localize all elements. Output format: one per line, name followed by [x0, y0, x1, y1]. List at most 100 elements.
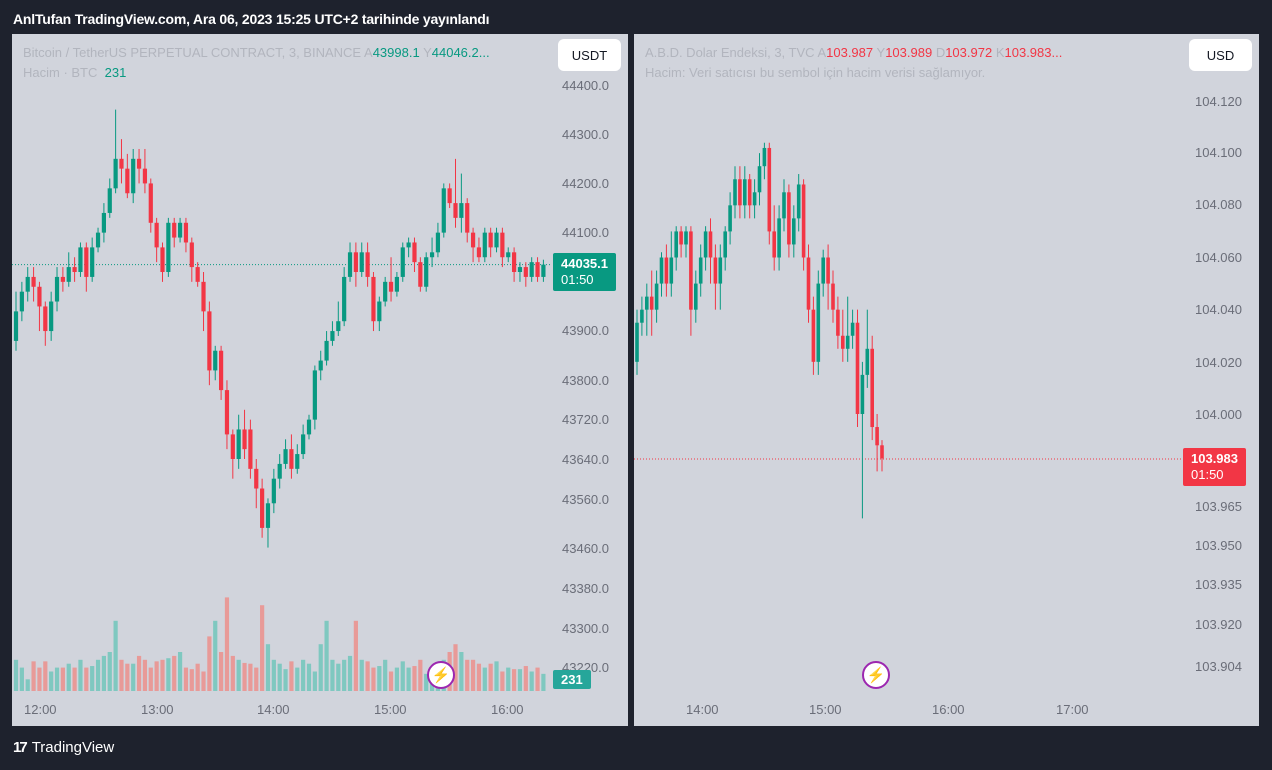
dxy-candle-body: [826, 257, 830, 284]
btc-volume-bar: [224, 597, 230, 691]
btc-candle-body: [260, 488, 265, 528]
btc-high-label: Y: [423, 45, 432, 60]
btc-volume-bar: [465, 659, 470, 691]
btc-volume-bar: [476, 663, 482, 691]
btc-candle-body: [383, 281, 388, 302]
dxy-candle-body: [870, 348, 874, 428]
btc-volume-bar: [459, 652, 464, 691]
btc-chart-canvas[interactable]: 44400.0 44300.0 44200.0 44100.0 43900.0 43800…: [12, 34, 628, 726]
dxy-chart-panel[interactable]: 104.120 104.100 104.080 104.060 104.040 104.0…: [634, 34, 1259, 726]
lightning-bolt-icon[interactable]: ⚡: [862, 661, 890, 689]
btc-legend: Bitcoin / TetherUS PERPETUAL CONTRACT, 3…: [23, 45, 490, 80]
dxy-y-tick: 103.904: [1195, 659, 1242, 674]
btc-volume-badge: 231: [553, 670, 591, 689]
btc-volume-bar: [418, 659, 423, 691]
btc-volume-bar: [412, 666, 417, 691]
dxy-y-tick: 104.020: [1195, 355, 1242, 370]
btc-candle-body: [125, 168, 130, 194]
btc-volume-bar: [400, 661, 405, 691]
btc-volume-bar: [113, 620, 118, 691]
btc-candle-body: [131, 158, 136, 194]
btc-volume-bar: [54, 667, 60, 691]
btc-volume-bar: [90, 666, 95, 691]
dxy-y-tick: 103.935: [1195, 577, 1242, 592]
btc-candle-body: [541, 264, 546, 277]
btc-volume-bar: [72, 667, 77, 691]
btc-candle-body: [529, 262, 534, 277]
btc-candle-body: [224, 390, 230, 435]
btc-candle-body: [512, 252, 517, 272]
btc-candle-body: [324, 340, 329, 361]
dxy-candle-body: [767, 147, 772, 232]
btc-candle-body: [365, 252, 370, 277]
btc-currency-button[interactable]: USDT: [558, 39, 621, 71]
btc-y-tick: 43380.0: [562, 581, 609, 596]
btc-candle-body: [429, 252, 435, 258]
btc-volume-bar: [371, 667, 376, 691]
btc-candle-body: [453, 203, 458, 218]
btc-volume-bar: [219, 652, 224, 691]
btc-candle-body: [84, 247, 89, 277]
btc-candle-body: [318, 360, 323, 371]
btc-volume-bar: [78, 659, 83, 691]
btc-candle-body: [177, 222, 183, 238]
dxy-chart-canvas[interactable]: 104.120 104.100 104.080 104.060 104.040 104.0…: [634, 34, 1259, 726]
dxy-symbol-title[interactable]: A.B.D. Dolar Endeksi, 3, TVC: [645, 45, 815, 60]
btc-volume-bar: [148, 667, 153, 691]
btc-volume-bar: [160, 659, 165, 691]
btc-candle-body: [465, 203, 470, 233]
dxy-high-label: Y: [876, 45, 886, 60]
dxy-y-tick: 104.000: [1195, 407, 1242, 422]
btc-volume-bar: [236, 659, 241, 691]
btc-candle-body: [488, 232, 493, 248]
btc-candle-body: [201, 281, 206, 312]
dxy-y-tick: 103.965: [1195, 499, 1242, 514]
btc-volume-bar: [535, 667, 540, 691]
btc-volume-bar: [107, 652, 112, 691]
btc-candle-body: [470, 232, 476, 248]
btc-volume-value: 231: [104, 65, 127, 80]
btc-volume-bar: [394, 667, 399, 691]
btc-candle-body: [388, 281, 394, 292]
dxy-candle-body: [669, 257, 674, 284]
dxy-candle-body: [821, 257, 825, 284]
btc-candle-body: [336, 321, 341, 332]
btc-volume-bar: [406, 667, 411, 691]
btc-volume-bar: [517, 669, 523, 691]
dxy-candle-body: [841, 335, 845, 349]
btc-y-tick: 44400.0: [562, 78, 609, 93]
dxy-currency-button[interactable]: USD: [1189, 39, 1252, 71]
btc-candle-body: [230, 434, 235, 459]
btc-candle-body: [424, 257, 429, 287]
btc-volume-bar: [265, 644, 271, 691]
btc-candle-body: [101, 212, 106, 233]
dxy-candle-body: [831, 283, 835, 310]
btc-candle-body: [306, 419, 312, 435]
btc-candle-body: [441, 188, 446, 233]
dxy-candle-body: [664, 257, 669, 284]
btc-candle-body: [482, 232, 487, 258]
btc-chart-panel[interactable]: 44400.0 44300.0 44200.0 44100.0 43900.0 43800…: [12, 34, 628, 726]
btc-volume-bar: [277, 663, 282, 691]
btc-volume-bar: [342, 659, 347, 691]
btc-candle-body: [301, 434, 306, 455]
btc-candle-body: [160, 247, 165, 272]
btc-candle-body: [406, 242, 411, 248]
tradingview-logo[interactable]: 17 TradingView: [13, 739, 114, 756]
dxy-candle-body: [679, 231, 683, 245]
dxy-candle-body: [787, 192, 791, 245]
dxy-open-label: A: [817, 45, 827, 60]
lightning-bolt-icon[interactable]: ⚡: [427, 661, 455, 689]
dxy-candle-body: [689, 231, 693, 310]
btc-x-tick: 13:00: [141, 702, 174, 717]
dxy-open-value: 103.987: [826, 45, 874, 60]
btc-volume-bar: [201, 671, 206, 691]
btc-y-tick: 43720.0: [562, 412, 609, 427]
btc-volume-bar: [359, 659, 364, 691]
btc-symbol-title[interactable]: Bitcoin / TetherUS PERPETUAL CONTRACT, 3…: [23, 45, 362, 60]
btc-candle-body: [476, 247, 482, 258]
dxy-candle-body: [713, 257, 718, 284]
dxy-close-value: 103.983...: [1004, 45, 1063, 60]
btc-candle-body: [183, 222, 189, 243]
btc-volume-bar: [125, 663, 130, 691]
